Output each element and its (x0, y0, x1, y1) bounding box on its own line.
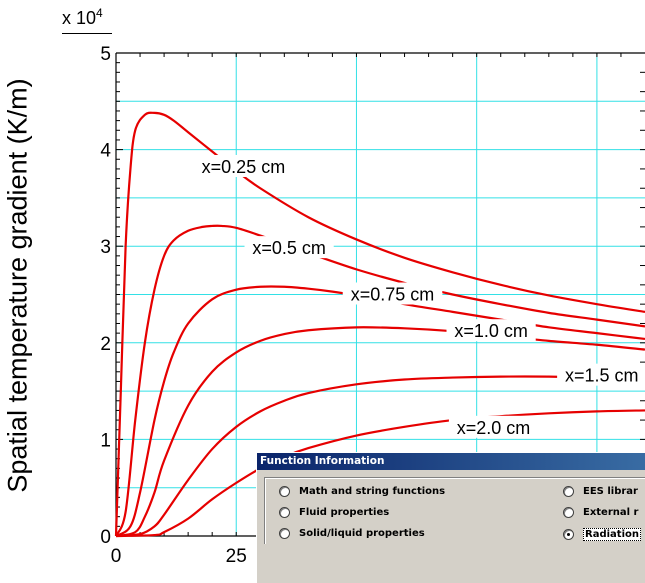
tick-marks (116, 52, 645, 537)
option-label: Radiation (583, 528, 641, 541)
radio-math-string[interactable] (279, 486, 290, 497)
option-math-string[interactable]: Math and string functions (279, 486, 445, 497)
series-label: x=1.0 cm (454, 321, 528, 341)
series-line (115, 375, 645, 538)
series-labels: x=0.25 cm x=0.5 cm x=0.75 cm x=1.0 cm x=1.5 … (193, 154, 645, 438)
y-tick-label: 3 (100, 237, 111, 258)
radio-ees-library[interactable] (563, 486, 574, 497)
option-fluid-properties[interactable]: Fluid properties (279, 507, 389, 518)
series-label: x=0.75 cm (351, 285, 435, 305)
series-label-background (446, 319, 536, 342)
option-label: Solid/liquid properties (299, 528, 425, 539)
series-label-background (342, 282, 443, 305)
series-label-background (193, 154, 294, 177)
series-label-background (557, 363, 645, 386)
option-external-routines[interactable]: External r (563, 507, 638, 518)
line-chart: 0 1 2 3 4 5 0 25 x=0.25 cm x=0.5 cm x=0.75 cm x=1.… (100, 44, 645, 567)
option-label: Math and string functions (299, 486, 446, 497)
series-label-background (244, 236, 334, 259)
option-label: External r (583, 507, 639, 518)
series-label: x=2.0 cm (457, 418, 531, 438)
option-ees-library[interactable]: EES librar (563, 486, 638, 497)
option-label: EES librar (583, 486, 638, 497)
radio-solid-liquid[interactable] (279, 528, 290, 539)
radio-external-routines[interactable] (563, 507, 574, 518)
series-label: x=1.5 cm (565, 366, 639, 386)
series-line (114, 111, 645, 537)
series-line (115, 285, 645, 537)
option-label: Fluid properties (299, 507, 390, 518)
function-category-group: Math and string functions EES librar Flu… (264, 477, 645, 544)
series-lines (114, 111, 645, 538)
option-radiation[interactable]: Radiation (563, 528, 641, 541)
y-multiplier-base: x 10 (62, 8, 97, 28)
tick-labels: 0 1 2 3 4 5 0 25 (100, 44, 246, 567)
radio-fluid-properties[interactable] (279, 507, 290, 518)
function-information-dialog: Function Information Math and string fun… (256, 452, 645, 583)
series-line (114, 224, 645, 537)
series-label: x=0.25 cm (202, 157, 286, 177)
option-solid-liquid[interactable]: Solid/liquid properties (279, 528, 425, 539)
y-axis-label: Spatial temperature gradient (K/m) (2, 78, 33, 493)
x-tick-label: 25 (226, 546, 247, 567)
x-tick-label: 0 (111, 546, 122, 567)
y-tick-label: 2 (100, 334, 111, 355)
y-tick-label: 0 (100, 527, 111, 548)
y-tick-label: 5 (100, 44, 111, 65)
multiplier-underline (62, 33, 112, 34)
y-axis-multiplier: x 104 (62, 6, 112, 34)
series-label: x=0.5 cm (252, 238, 326, 258)
y-tick-label: 4 (100, 141, 111, 162)
y-multiplier-exponent: 4 (96, 6, 103, 20)
series-label-background (448, 415, 539, 438)
y-tick-label: 1 (100, 430, 111, 451)
dialog-title[interactable]: Function Information (257, 453, 645, 470)
radio-radiation[interactable] (563, 529, 574, 540)
